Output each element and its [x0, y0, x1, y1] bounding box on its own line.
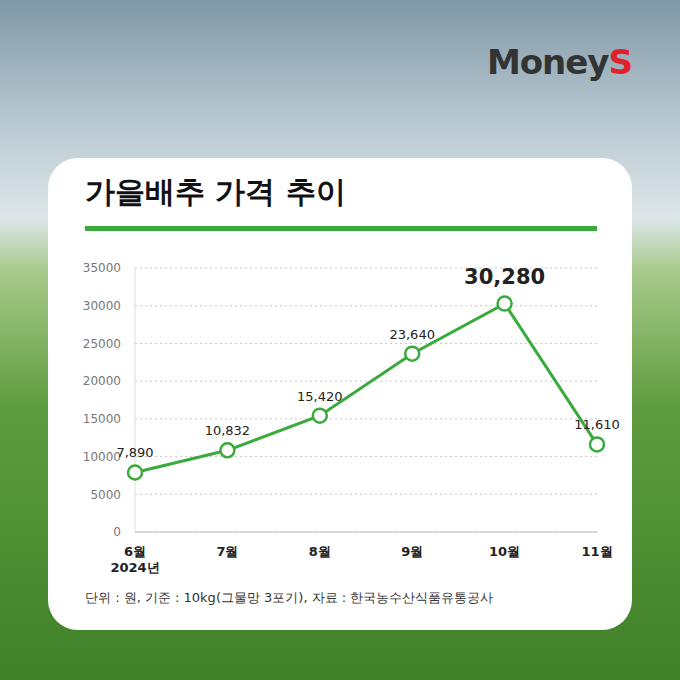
- svg-text:15,420: 15,420: [297, 389, 343, 404]
- svg-text:10,832: 10,832: [205, 423, 251, 438]
- svg-text:10000: 10000: [83, 450, 121, 464]
- svg-text:23,640: 23,640: [389, 327, 435, 342]
- svg-text:30000: 30000: [83, 299, 121, 313]
- svg-text:11월: 11월: [581, 544, 612, 559]
- svg-text:9월: 9월: [401, 544, 423, 559]
- svg-text:10월: 10월: [489, 544, 520, 559]
- svg-text:35000: 35000: [83, 261, 121, 275]
- svg-text:20000: 20000: [83, 374, 121, 388]
- svg-text:7월: 7월: [216, 544, 238, 559]
- svg-text:25000: 25000: [83, 337, 121, 351]
- svg-text:5000: 5000: [90, 488, 121, 502]
- svg-text:11,610: 11,610: [574, 417, 620, 432]
- svg-text:15000: 15000: [83, 412, 121, 426]
- svg-text:30,280: 30,280: [464, 265, 545, 289]
- svg-text:0: 0: [113, 525, 121, 539]
- html-text:가을배추 가격 추이: 가을배추 가격 추이: [85, 174, 346, 209]
- html-text:Money S: Money S: [486, 42, 632, 82]
- html-text:단위 : 원, 기준 : 10kg(그물망 3포기), 자료: 단위 : 원, 기준 : 10kg(그물망 3포기), 자료 : 한국농수산식품…: [85, 590, 494, 605]
- svg-text:6월2024년: 6월2024년: [110, 544, 159, 575]
- svg-text:7,890: 7,890: [116, 445, 153, 460]
- svg-text:8월: 8월: [309, 544, 331, 559]
